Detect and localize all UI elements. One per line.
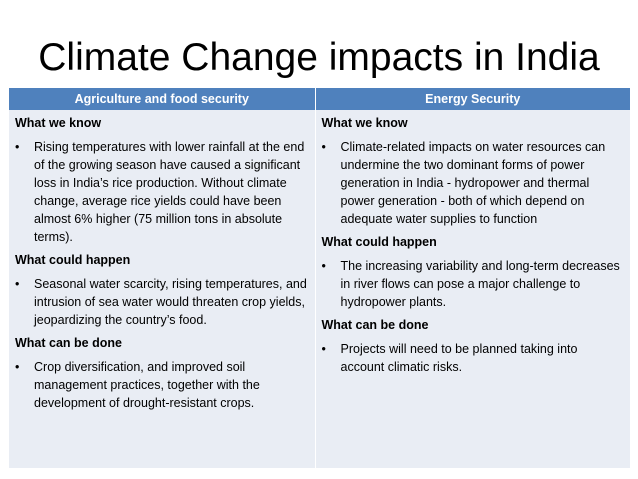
bullet-text: The increasing variability and long-term… <box>340 259 620 309</box>
bullet-marker: • <box>321 140 326 154</box>
section-heading: What can be done <box>15 336 122 350</box>
bullet-text: Rising temperatures with lower rainfall … <box>34 140 305 244</box>
section-heading: What could happen <box>15 253 131 267</box>
bullet-item: • Seasonal water scarcity, rising temper… <box>15 275 309 329</box>
bullet-text: Projects will need to be planned taking … <box>340 342 578 374</box>
section-heading: What we know <box>15 116 102 130</box>
bullet-marker: • <box>321 342 326 356</box>
bullet-marker: • <box>321 259 326 273</box>
impacts-table: Agriculture and food security Energy Sec… <box>9 88 630 468</box>
bullet-item: • Projects will need to be planned takin… <box>322 340 625 376</box>
slide-title: Climate Change impacts in India <box>38 36 600 79</box>
cell-agriculture: What we know • Rising temperatures with … <box>9 110 316 468</box>
table-body-row: What we know • Rising temperatures with … <box>9 110 630 468</box>
section-heading: What could happen <box>321 235 437 249</box>
bullet-item: • The increasing variability and long-te… <box>322 257 625 311</box>
bullet-item: • Rising temperatures with lower rainfal… <box>15 138 309 246</box>
bullet-marker: • <box>15 277 20 291</box>
section-heading: What we know <box>321 116 408 130</box>
table-header-row: Agriculture and food security Energy Sec… <box>9 88 630 110</box>
bullet-text: Crop diversification, and improved soil … <box>34 360 260 410</box>
bullet-marker: • <box>15 360 20 374</box>
bullet-text: Climate-related impacts on water resourc… <box>340 140 606 226</box>
cell-energy: What we know • Climate-related impacts o… <box>315 110 630 468</box>
bullet-item: • Crop diversification, and improved soi… <box>15 358 309 412</box>
header-energy: Energy Security <box>315 88 630 110</box>
header-agriculture: Agriculture and food security <box>9 88 316 110</box>
section-heading: What can be done <box>321 318 429 332</box>
bullet-item: • Climate-related impacts on water resou… <box>322 138 625 228</box>
bullet-text: Seasonal water scarcity, rising temperat… <box>34 277 307 327</box>
bullet-marker: • <box>15 140 20 154</box>
